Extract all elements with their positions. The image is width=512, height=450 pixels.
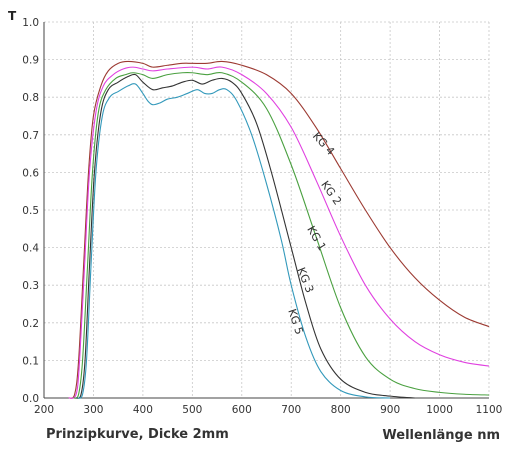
- series-label-kg-4: KG 4: [310, 130, 337, 158]
- x-tick-label: 900: [380, 404, 400, 416]
- series-label-kg-3: KG 3: [294, 266, 316, 295]
- x-tick-label: 600: [232, 404, 252, 416]
- y-tick-label: 0.5: [22, 205, 39, 217]
- axes: [43, 22, 489, 399]
- x-tick-label: 200: [34, 404, 54, 416]
- y-tick-label: 0.3: [22, 280, 39, 292]
- y-tick-label: 1.0: [22, 17, 39, 29]
- y-tick-label: 0.9: [22, 55, 39, 67]
- series-line-kg-2: [68, 66, 490, 399]
- y-tick-label: 0.0: [22, 393, 39, 405]
- x-tick-label: 1000: [426, 404, 453, 416]
- y-tick-label: 0.4: [22, 243, 39, 255]
- series-line-kg-1: [73, 71, 490, 399]
- y-tick-label: 0.8: [22, 92, 39, 104]
- series-line-kg-3: [75, 73, 415, 399]
- grid: [44, 21, 490, 398]
- x-tick-label: 300: [83, 404, 103, 416]
- y-tick-label: 0.2: [22, 318, 39, 330]
- y-axis-label: T: [8, 9, 17, 23]
- tick-labels: 200 300 400 500 600 700 800 900 1000 1100 0.0 0.1 0.…: [22, 17, 502, 416]
- series-line-kg-5: [77, 83, 391, 399]
- x-tick-label: 500: [182, 404, 202, 416]
- x-tick-label: 400: [133, 404, 153, 416]
- y-tick-label: 0.1: [22, 355, 39, 367]
- x-axis-label: Wellenlänge nm: [382, 428, 500, 443]
- series-label-kg-1: KG 1: [304, 224, 328, 253]
- series-labels: KG 4KG 2KG 1KG 3KG 5: [285, 130, 344, 337]
- x-tick-label: 800: [331, 404, 351, 416]
- x-tick-label: 1100: [476, 404, 503, 416]
- x-tick-label: 700: [281, 404, 301, 416]
- series-lines: [68, 60, 490, 399]
- chart-caption: Prinzipkurve, Dicke 2mm: [46, 427, 229, 442]
- y-tick-label: 0.6: [22, 167, 39, 179]
- series-line-kg-4: [68, 60, 490, 399]
- y-tick-label: 0.7: [22, 130, 39, 142]
- series-label-kg-5: KG 5: [285, 307, 305, 336]
